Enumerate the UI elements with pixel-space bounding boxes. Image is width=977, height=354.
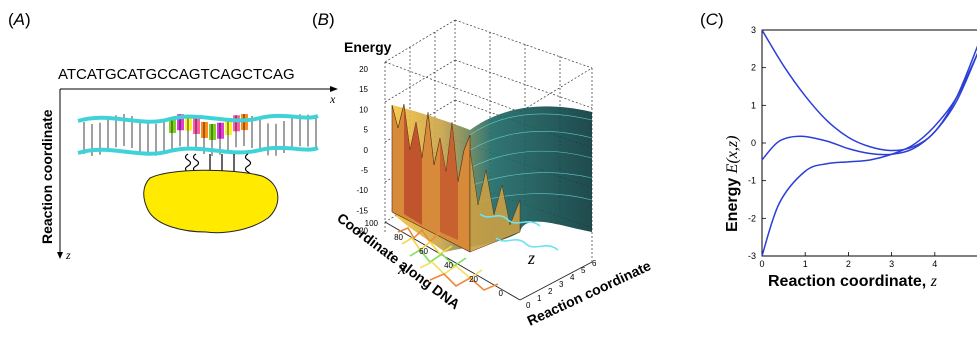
bound-base bbox=[177, 114, 184, 131]
x-axis-arrow bbox=[330, 86, 338, 92]
reaction-tick-label: 1 bbox=[537, 294, 542, 303]
x-axis-ticks: 0 1 2 3 4 bbox=[759, 252, 937, 269]
y-tick-label: 2 bbox=[751, 63, 756, 73]
reaction-tick-label: 0 bbox=[526, 301, 531, 310]
reaction-tick-label: 4 bbox=[570, 273, 575, 282]
y-tick-label: -1 bbox=[748, 176, 756, 186]
floor-contours bbox=[397, 213, 559, 291]
dna-tick-label: 40 bbox=[444, 261, 453, 270]
plot-frame bbox=[761, 29, 977, 257]
dna-axis-ticks: 100 80 60 40 20 0 bbox=[365, 219, 504, 298]
energy-axis-ticks: 20 15 10 5 0 -5 -10 -15 -20 bbox=[356, 65, 368, 236]
z-axis-arrow bbox=[57, 252, 63, 259]
reaction-tick-label: 6 bbox=[592, 259, 597, 268]
y-axis-label: Energy E(x,z) bbox=[724, 136, 741, 232]
energy-tick-label: 20 bbox=[359, 65, 368, 74]
bound-base bbox=[217, 122, 224, 139]
bound-base bbox=[185, 114, 192, 131]
bound-base bbox=[233, 115, 240, 132]
x-axis-label: Reaction coordinate, z bbox=[768, 273, 938, 290]
y-tick-label: -2 bbox=[748, 213, 756, 223]
energy-tick-label: 15 bbox=[359, 85, 368, 94]
energy-axis-title: Energy bbox=[344, 39, 392, 55]
reaction-tick-label: 2 bbox=[548, 287, 553, 296]
x-tick-label: 3 bbox=[889, 259, 894, 269]
y-tick-label: -3 bbox=[748, 251, 756, 261]
dna-sequence: ATCATGCATGCCAGTCAGCTCAG bbox=[58, 66, 295, 83]
energy-tick-label: 10 bbox=[359, 105, 368, 114]
energy-tick-label: -10 bbox=[356, 186, 368, 195]
energy-curve-3 bbox=[761, 52, 977, 257]
surface-front-peaks bbox=[391, 103, 521, 253]
energy-curve-2 bbox=[761, 53, 977, 161]
y-tick-label: 3 bbox=[751, 25, 756, 35]
bound-base bbox=[201, 121, 208, 138]
x-axis-symbol: x bbox=[329, 92, 336, 106]
dna-strand-bottom bbox=[77, 145, 319, 156]
dna-strand-top bbox=[77, 113, 319, 124]
dna-tick-label: 100 bbox=[365, 219, 379, 228]
x-tick-label: 2 bbox=[846, 259, 851, 269]
reaction-tick-label: 3 bbox=[559, 280, 564, 289]
dna-tick-label: 80 bbox=[394, 233, 403, 242]
energy-tick-label: -20 bbox=[356, 227, 368, 236]
reaction-axis-symbol: z bbox=[527, 248, 535, 268]
energy-tick-label: -15 bbox=[356, 206, 368, 215]
y-tick-label: 0 bbox=[751, 138, 756, 148]
panel-label-b: (B) bbox=[312, 10, 335, 29]
x-tick-label: 0 bbox=[759, 259, 764, 269]
energy-tick-label: 5 bbox=[364, 126, 369, 135]
bound-base bbox=[225, 119, 232, 135]
protein-blob bbox=[143, 169, 279, 234]
energy-tick-label: -5 bbox=[361, 166, 369, 175]
dna-base-pairs bbox=[83, 114, 317, 156]
dna-tick-label: 60 bbox=[419, 247, 428, 256]
dna-tick-label: 20 bbox=[469, 275, 478, 284]
energy-tick-label: 0 bbox=[364, 146, 369, 155]
panel-label-a: (A) bbox=[8, 10, 31, 29]
z-axis-symbol: z bbox=[65, 248, 71, 262]
panel-label-c: (C) bbox=[700, 10, 724, 29]
plot-base-axes bbox=[384, 221, 593, 301]
x-tick-label: 1 bbox=[803, 259, 808, 269]
dna-tick-label: 0 bbox=[499, 289, 504, 298]
bound-base bbox=[169, 116, 176, 133]
bound-base bbox=[209, 123, 216, 140]
bound-base bbox=[193, 117, 200, 134]
reaction-tick-label: 5 bbox=[581, 266, 586, 275]
y-axis-ticks: 3 2 1 0 -1 -2 -3 bbox=[748, 25, 766, 261]
reaction-coordinate-label: Reaction coordinate bbox=[39, 109, 55, 244]
x-tick-label: 4 bbox=[932, 259, 937, 269]
dna-axis-symbol: x bbox=[397, 258, 406, 278]
y-tick-label: 1 bbox=[751, 100, 756, 110]
energy-curves bbox=[761, 29, 977, 257]
energy-curve-1 bbox=[761, 29, 977, 152]
